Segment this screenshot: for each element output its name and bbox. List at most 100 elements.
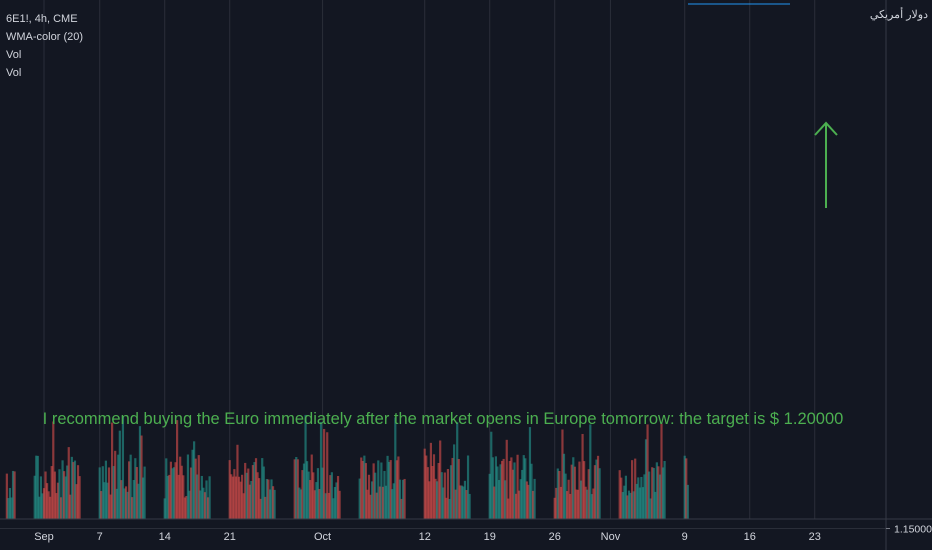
volume-bar — [321, 467, 324, 519]
volume-bar — [596, 455, 600, 519]
volume-bar — [55, 493, 58, 519]
volume-bar — [593, 465, 597, 519]
volume-bar — [299, 489, 303, 519]
volume-bar — [237, 476, 241, 519]
symbol-label[interactable]: 6E1!, 4h, CME — [6, 13, 78, 25]
volume-bar — [559, 486, 563, 519]
volume-bar — [567, 479, 570, 519]
volume-bar — [660, 423, 663, 519]
volume-bar — [598, 468, 601, 519]
indicator-label-wma[interactable]: WMA-color (20) — [6, 31, 84, 43]
volume-bar — [194, 458, 197, 519]
volume-bar — [114, 450, 117, 519]
volume-bar — [383, 470, 386, 519]
volume-bar — [7, 498, 10, 519]
volume-bar — [400, 498, 403, 519]
volume-bar — [658, 474, 662, 519]
volume-bar — [445, 497, 448, 519]
volume-bar — [11, 470, 15, 519]
volume-bar — [123, 488, 126, 519]
x-tick-label: 9 — [682, 531, 688, 543]
volume-bar — [643, 474, 646, 519]
volume-bar — [465, 490, 468, 519]
volume-bar — [565, 491, 569, 519]
volume-bar — [36, 455, 39, 519]
volume-bar — [377, 460, 380, 519]
volume-bar — [189, 467, 193, 519]
volume-bar — [395, 460, 398, 519]
volume-bar — [33, 475, 36, 519]
indicator-label-vol[interactable]: Vol — [6, 49, 22, 61]
volume-bar — [98, 467, 101, 519]
volume-bar — [514, 493, 518, 519]
x-tick-label: Oct — [314, 531, 331, 543]
volume-bar — [307, 471, 310, 519]
volume-bar — [261, 458, 264, 519]
volume-bar — [109, 494, 112, 519]
volume-bar — [50, 466, 53, 519]
indicator-label-vol-2[interactable]: Vol — [6, 67, 22, 79]
volume-bar — [44, 471, 47, 519]
volume-bar — [635, 483, 638, 519]
volume-bar — [268, 489, 272, 519]
volume-bar — [258, 478, 261, 519]
volume-bar — [185, 495, 188, 519]
volume-bar — [115, 488, 118, 519]
volume-bar — [586, 489, 589, 519]
volume-bar — [685, 458, 688, 519]
volume-bar — [629, 492, 632, 519]
volume-bar — [233, 469, 236, 519]
fibonacci-retracement[interactable]: 0(1.18895)0.236(1.19550)0.382(1.19955)0.… — [613, 0, 790, 5]
volume-bar — [316, 468, 320, 519]
volume-bar — [182, 475, 185, 519]
volume-bar — [298, 487, 301, 519]
volume-bar — [177, 474, 180, 519]
volume-bar — [381, 486, 385, 519]
volume-bar — [134, 458, 137, 519]
volume-bar — [434, 478, 437, 519]
volume-bar — [519, 479, 522, 519]
volume-bar — [169, 461, 173, 519]
volume-bar — [428, 481, 431, 519]
volume-bar — [360, 457, 363, 519]
volume-bar — [72, 462, 75, 519]
volume-bar — [236, 444, 239, 519]
price-axis-panel — [886, 0, 932, 550]
volume-bar — [576, 489, 580, 519]
volume-bar — [205, 480, 208, 519]
volume-bar — [76, 465, 80, 519]
volume-bar — [641, 487, 645, 519]
volume-bar — [497, 480, 501, 519]
volume-bar — [570, 464, 573, 519]
volume-bar — [620, 477, 623, 519]
volume-bar — [330, 472, 333, 519]
volume-bar — [302, 463, 306, 519]
volume-bar — [45, 483, 49, 519]
volume-bar — [251, 465, 255, 519]
volume-bar — [254, 458, 258, 519]
volume-bar — [439, 440, 442, 519]
volume-bar — [499, 464, 502, 519]
volume-bar — [171, 468, 174, 519]
volume-bar — [579, 480, 583, 519]
volume-bar — [531, 490, 535, 519]
volume-bar — [500, 460, 504, 519]
volume-bar — [457, 459, 460, 519]
volume-bar — [73, 460, 77, 519]
volume-bar — [630, 460, 634, 519]
volume-bar — [329, 475, 332, 519]
volume-bar — [191, 449, 194, 519]
volume-bar — [431, 465, 434, 519]
volume-bar — [301, 470, 304, 519]
volume-bar — [47, 491, 50, 519]
volume-bar — [403, 478, 406, 519]
volume-bar — [230, 474, 233, 519]
volume-bar — [618, 470, 621, 519]
volume-bar — [304, 414, 307, 519]
volume-bar — [644, 439, 648, 519]
volume-bar — [638, 487, 641, 519]
volume-bar — [58, 469, 61, 519]
